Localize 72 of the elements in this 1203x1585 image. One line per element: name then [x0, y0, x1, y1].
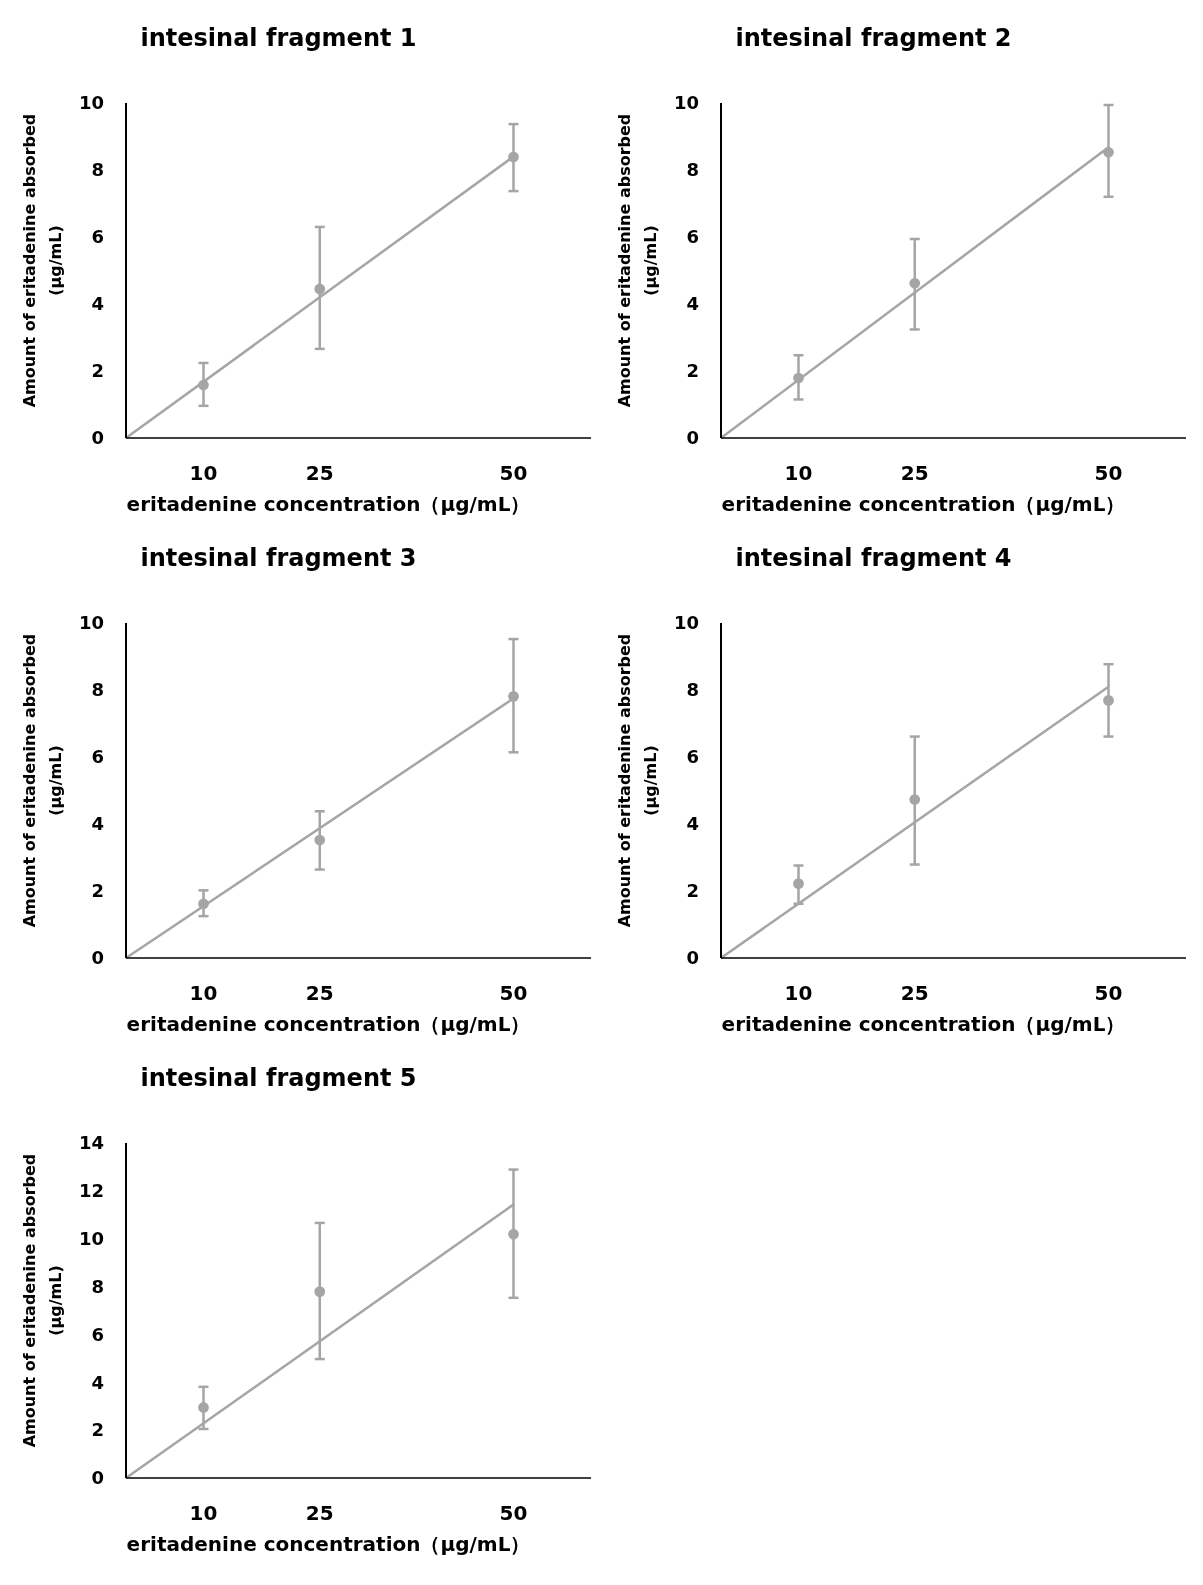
y-axis-title: Amount of eritadenine absorbed (μg/mL) — [615, 633, 660, 928]
x-tick-label: 25 — [900, 461, 929, 485]
x-axis-title: eritadenine concentration（μg/mL） — [721, 1012, 1126, 1036]
y-tick-label: 8 — [686, 159, 699, 181]
y-tick-label: 2 — [91, 360, 104, 382]
point — [314, 834, 326, 846]
chart-title: intesinal fragment 3 — [140, 544, 417, 572]
point — [314, 1286, 326, 1297]
y-tick-label: 8 — [91, 159, 104, 181]
y-tick-label: 8 — [91, 1275, 104, 1297]
y-tick-label: 2 — [686, 360, 699, 382]
x-tick-label: 10 — [784, 981, 813, 1005]
y-tick-label: 10 — [673, 92, 699, 114]
y-tick-label: 2 — [91, 1419, 104, 1441]
y-tick-label: 10 — [673, 612, 699, 634]
x-tick-label: 50 — [499, 461, 528, 485]
point — [508, 1228, 519, 1240]
y-tick-label: 8 — [91, 679, 104, 701]
chart-title: intesinal fragment 4 — [735, 544, 1012, 572]
y-tick-label: 0 — [91, 427, 104, 449]
x-tick-label: 10 — [189, 981, 218, 1005]
y-tick-label: 0 — [686, 947, 699, 969]
x-tick-label: 10 — [189, 461, 218, 485]
x-tick-label: 25 — [305, 1501, 334, 1525]
x-tick-label: 50 — [499, 981, 528, 1005]
x-tick-label: 10 — [189, 1501, 218, 1525]
y-tick-label: 2 — [686, 880, 699, 902]
x-tick-label: 25 — [900, 981, 929, 1005]
chart-title: intesinal fragment 2 — [735, 24, 1012, 52]
x-axis-title: eritadenine concentration（μg/mL） — [721, 492, 1126, 516]
y-tick-label: 2 — [91, 880, 104, 902]
point — [508, 691, 519, 702]
x-tick-label: 50 — [1094, 981, 1123, 1005]
point — [314, 283, 326, 295]
x-axis-title: eritadenine concentration（μg/mL） — [126, 1012, 531, 1036]
y-tick-label: 4 — [91, 1371, 104, 1393]
y-axis-title: Amount of eritadenine absorbed (μg/mL) — [20, 1153, 65, 1448]
point — [198, 1402, 209, 1413]
y-tick-label: 0 — [91, 1467, 104, 1489]
point — [793, 878, 804, 889]
y-tick-label: 6 — [91, 226, 104, 248]
y-tick-label: 4 — [686, 293, 699, 315]
x-tick-label: 25 — [305, 461, 334, 485]
x-axis-title: eritadenine concentration（μg/mL） — [126, 1532, 531, 1556]
x-tick-label: 50 — [499, 1501, 528, 1525]
point — [909, 794, 921, 805]
y-tick-label: 6 — [686, 746, 699, 768]
x-axis-title: eritadenine concentration（μg/mL） — [126, 492, 531, 516]
y-tick-label: 4 — [91, 813, 104, 835]
y-tick-label: 8 — [686, 679, 699, 701]
chart-title: intesinal fragment 5 — [140, 1064, 417, 1092]
x-tick-label: 25 — [305, 981, 334, 1005]
point — [1103, 695, 1114, 706]
chart-title: intesinal fragment 1 — [140, 24, 417, 52]
x-tick-label: 50 — [1094, 461, 1123, 485]
y-tick-label: 14 — [78, 1132, 104, 1154]
y-axis-title: Amount of eritadenine absorbed (μg/mL) — [20, 113, 65, 408]
y-tick-label: 6 — [686, 226, 699, 248]
y-tick-label: 10 — [78, 92, 104, 114]
y-tick-label: 6 — [91, 1323, 104, 1345]
point — [909, 277, 921, 289]
y-tick-label: 4 — [91, 293, 104, 315]
y-tick-label: 0 — [91, 947, 104, 969]
y-tick-label: 12 — [78, 1180, 104, 1202]
y-axis-title: Amount of eritadenine absorbed (μg/mL) — [20, 633, 65, 928]
y-tick-label: 4 — [686, 813, 699, 835]
y-tick-label: 10 — [78, 1228, 104, 1250]
x-tick-label: 10 — [784, 461, 813, 485]
y-tick-label: 6 — [91, 746, 104, 768]
y-tick-label: 10 — [78, 612, 104, 634]
y-tick-label: 0 — [686, 427, 699, 449]
y-axis-title: Amount of eritadenine absorbed (μg/mL) — [615, 113, 660, 408]
